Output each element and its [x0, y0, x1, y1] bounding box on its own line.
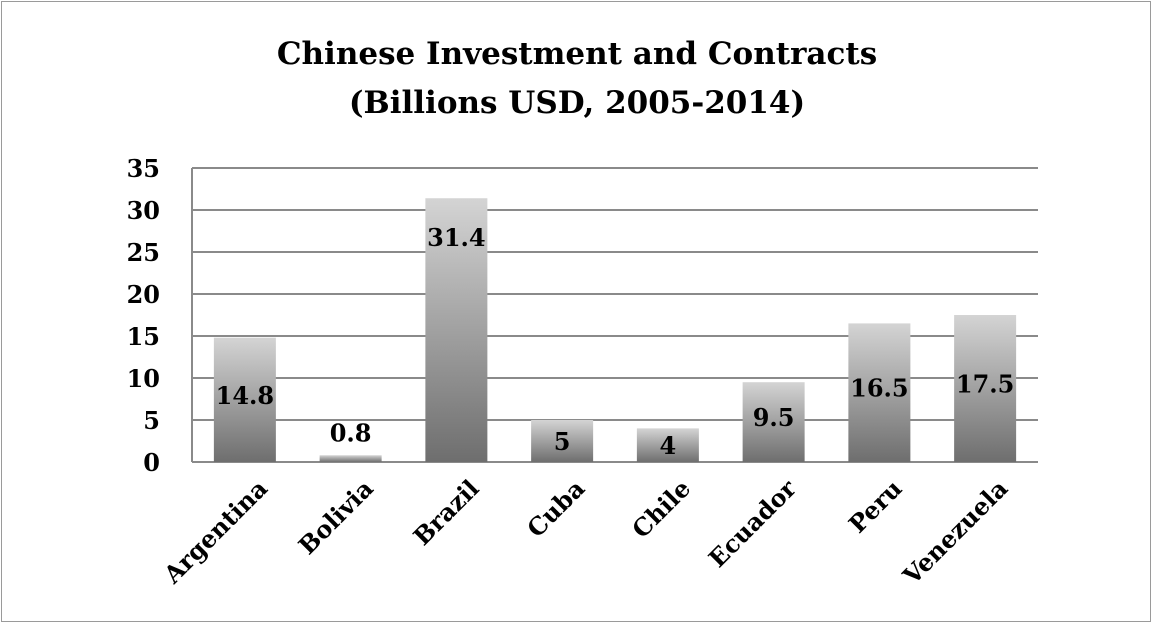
- data-label: 17.5: [956, 370, 1014, 399]
- data-label: 16.5: [850, 374, 908, 403]
- data-label: 5: [554, 427, 571, 456]
- data-label: 31.4: [427, 223, 485, 252]
- y-tick-label: 0: [143, 448, 160, 477]
- category-label: Ecuador: [703, 473, 802, 572]
- y-tick-label: 5: [143, 406, 160, 435]
- data-label: 4: [660, 431, 677, 460]
- y-axis-tick-labels: 0 5 10 15 20 25 30 35: [127, 154, 160, 477]
- y-tick-label: 30: [127, 196, 160, 225]
- y-tick-label: 15: [127, 322, 160, 351]
- y-tick-label: 25: [127, 238, 160, 267]
- category-label: Chile: [626, 474, 696, 544]
- category-label: Venezuela: [896, 474, 1013, 591]
- data-label: 9.5: [753, 403, 795, 432]
- bar-venezuela: [954, 315, 1017, 462]
- bar-ecuador: [742, 382, 805, 462]
- category-label: Cuba: [521, 474, 590, 543]
- data-labels: 14.8 0.8 31.4 5 4 9.5 16.5 17.5: [216, 223, 1015, 460]
- y-tick-label: 20: [127, 280, 160, 309]
- bar-chile: [636, 428, 699, 462]
- category-label: Brazil: [407, 474, 484, 551]
- category-label: Argentina: [157, 474, 273, 590]
- data-label: 0.8: [330, 418, 372, 447]
- gridlines: [191, 167, 1038, 463]
- category-label: Bolivia: [293, 474, 379, 560]
- bar-argentina: [213, 337, 276, 462]
- y-tick-label: 10: [127, 364, 160, 393]
- chart-subtitle: (Billions USD, 2005-2014): [349, 85, 805, 121]
- bar-cuba: [531, 420, 594, 462]
- chart-title: Chinese Investment and Contracts: [277, 36, 877, 72]
- bars: [213, 198, 1017, 463]
- x-axis-category-labels: Argentina Bolivia Brazil Cuba Chile Ecuador Pe…: [157, 473, 1013, 590]
- bar-bolivia: [319, 455, 382, 462]
- bar-peru: [848, 323, 911, 462]
- data-label: 14.8: [216, 381, 274, 410]
- bar-brazil: [425, 198, 488, 463]
- category-label: Peru: [843, 474, 908, 539]
- y-tick-label: 35: [127, 154, 160, 183]
